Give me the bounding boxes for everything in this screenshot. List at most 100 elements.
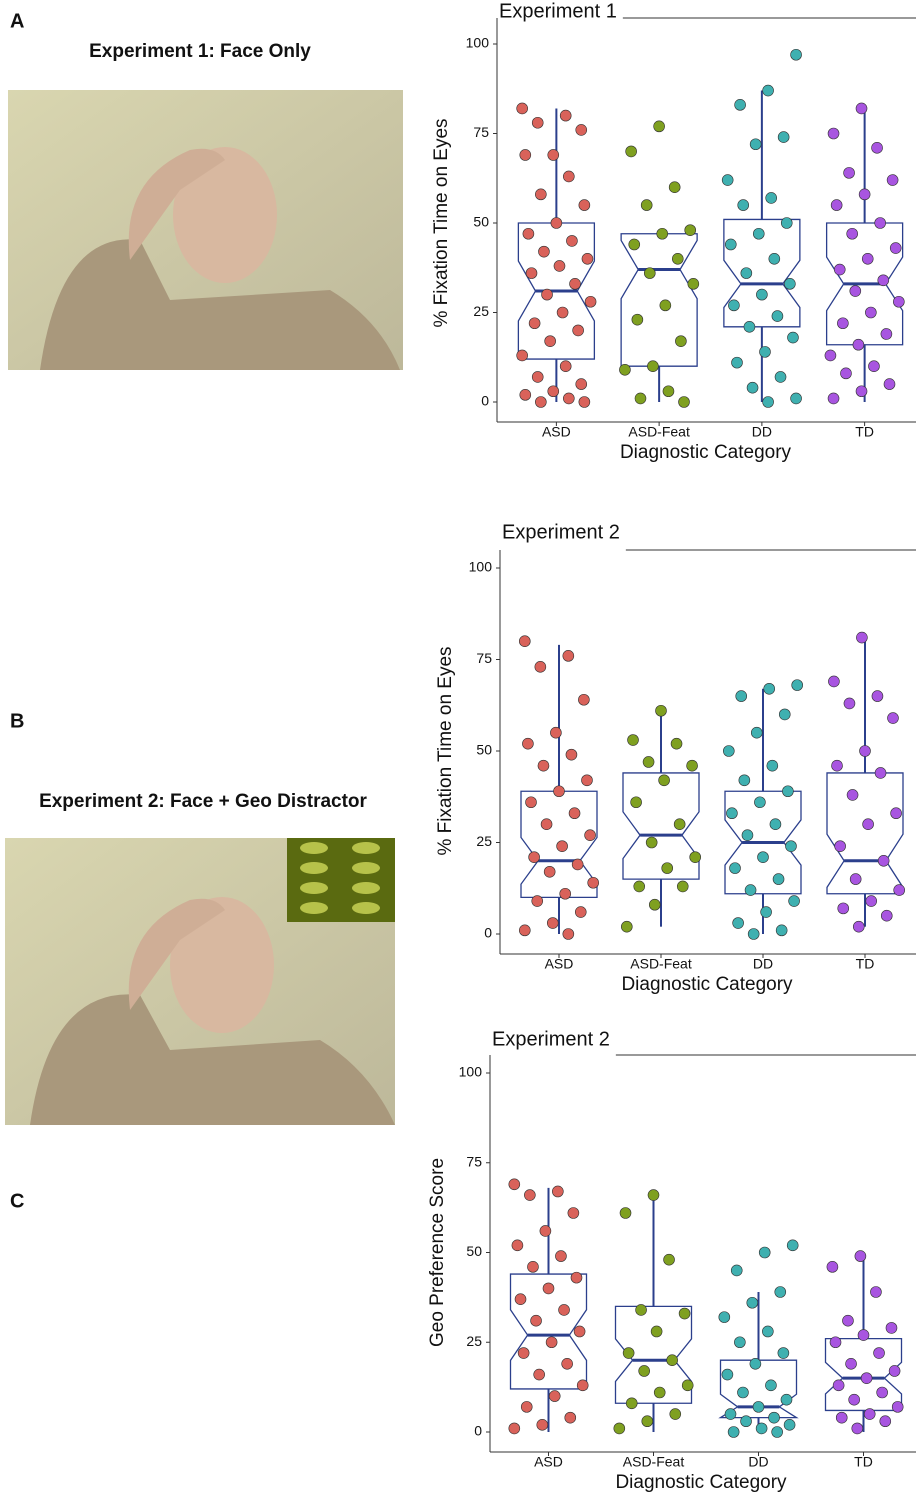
data-point bbox=[540, 818, 553, 831]
data-point bbox=[729, 862, 741, 874]
data-point bbox=[775, 924, 788, 937]
y-tick-label: 100 bbox=[459, 1064, 483, 1080]
data-point bbox=[528, 317, 541, 330]
data-point bbox=[575, 378, 588, 390]
data-point bbox=[830, 199, 843, 211]
box bbox=[826, 772, 904, 895]
x-tick-label: ASD bbox=[542, 424, 571, 440]
data-point bbox=[858, 188, 871, 201]
y-tick-label: 25 bbox=[476, 833, 492, 849]
data-point bbox=[584, 829, 596, 841]
data-point bbox=[645, 836, 658, 849]
data-point bbox=[562, 650, 575, 662]
chart-title: Experiment 2 bbox=[492, 1028, 610, 1050]
y-tick-label: 75 bbox=[466, 1153, 482, 1169]
data-point bbox=[625, 1397, 638, 1410]
data-point bbox=[558, 1304, 570, 1316]
data-point bbox=[777, 1347, 790, 1359]
data-point bbox=[678, 396, 690, 408]
data-point bbox=[778, 708, 791, 721]
data-point bbox=[566, 235, 578, 247]
data-point bbox=[732, 917, 744, 929]
data-point bbox=[780, 1393, 793, 1406]
data-point bbox=[568, 807, 581, 820]
data-point bbox=[565, 748, 578, 761]
data-point bbox=[533, 1368, 545, 1381]
data-point bbox=[681, 1379, 694, 1392]
data-point bbox=[676, 880, 689, 893]
data-point bbox=[880, 909, 893, 922]
data-point bbox=[862, 818, 874, 831]
caption: Experiment 2: Face + Geo Distractor bbox=[39, 791, 367, 812]
data-point bbox=[547, 385, 560, 398]
x-tick-label: ASD bbox=[534, 1454, 563, 1470]
data-point bbox=[666, 1354, 678, 1366]
data-point bbox=[786, 1239, 799, 1252]
x-tick-label: ASD-Feat bbox=[630, 956, 692, 972]
data-point bbox=[755, 1422, 768, 1435]
data-point bbox=[516, 102, 528, 115]
x-tick-label: TD bbox=[855, 424, 874, 440]
data-point bbox=[737, 199, 750, 211]
data-point bbox=[829, 1336, 842, 1349]
data-point bbox=[743, 321, 756, 333]
data-point bbox=[545, 1336, 558, 1349]
data-point bbox=[827, 392, 840, 405]
data-point bbox=[556, 306, 569, 319]
data-point bbox=[771, 310, 784, 322]
data-point bbox=[750, 726, 763, 739]
data-point bbox=[738, 774, 751, 787]
data-point bbox=[675, 335, 687, 347]
data-point bbox=[622, 1347, 635, 1359]
data-point bbox=[686, 759, 698, 772]
data-point bbox=[543, 865, 556, 878]
data-point bbox=[627, 734, 639, 746]
data-point bbox=[544, 335, 556, 347]
data-point bbox=[827, 127, 840, 140]
data-point bbox=[752, 227, 765, 240]
data-point bbox=[769, 818, 782, 831]
data-point bbox=[790, 48, 802, 61]
data-point bbox=[774, 1286, 787, 1298]
data-point bbox=[768, 1411, 780, 1424]
y-tick-label: 75 bbox=[476, 650, 492, 666]
data-point bbox=[880, 328, 893, 340]
y-tick-label: 0 bbox=[481, 393, 489, 409]
data-point bbox=[721, 174, 734, 186]
data-point bbox=[890, 807, 902, 820]
x-axis-title: Diagnostic Category bbox=[615, 1472, 787, 1493]
photo bbox=[5, 838, 395, 1125]
data-point bbox=[550, 217, 563, 229]
data-point bbox=[768, 252, 781, 265]
data-point bbox=[740, 1415, 752, 1428]
data-point bbox=[581, 774, 593, 787]
data-point bbox=[559, 109, 572, 122]
data-point bbox=[735, 690, 748, 702]
y-tick-label: 50 bbox=[476, 742, 492, 758]
data-point bbox=[673, 818, 686, 831]
data-point bbox=[640, 199, 653, 211]
data-point bbox=[859, 745, 871, 757]
data-point bbox=[620, 920, 633, 933]
x-tick-label: ASD-Feat bbox=[623, 1454, 685, 1470]
data-point bbox=[684, 224, 697, 236]
data-point bbox=[865, 895, 878, 907]
data-point bbox=[843, 167, 855, 179]
data-point bbox=[728, 299, 740, 312]
y-axis-title: Geo Preference Score bbox=[427, 1158, 448, 1347]
data-point bbox=[846, 789, 859, 801]
data-point bbox=[584, 295, 597, 308]
data-point bbox=[871, 142, 883, 154]
data-point bbox=[669, 1408, 682, 1420]
y-tick-label: 100 bbox=[469, 559, 493, 575]
data-point bbox=[763, 682, 776, 695]
data-point bbox=[587, 876, 600, 889]
y-tick-label: 25 bbox=[466, 1333, 482, 1349]
data-point bbox=[613, 1422, 626, 1435]
data-point bbox=[556, 840, 568, 852]
data-point bbox=[870, 1286, 882, 1298]
data-point bbox=[788, 895, 800, 907]
data-point bbox=[528, 851, 540, 863]
data-point bbox=[842, 1314, 854, 1327]
data-point bbox=[893, 295, 905, 308]
